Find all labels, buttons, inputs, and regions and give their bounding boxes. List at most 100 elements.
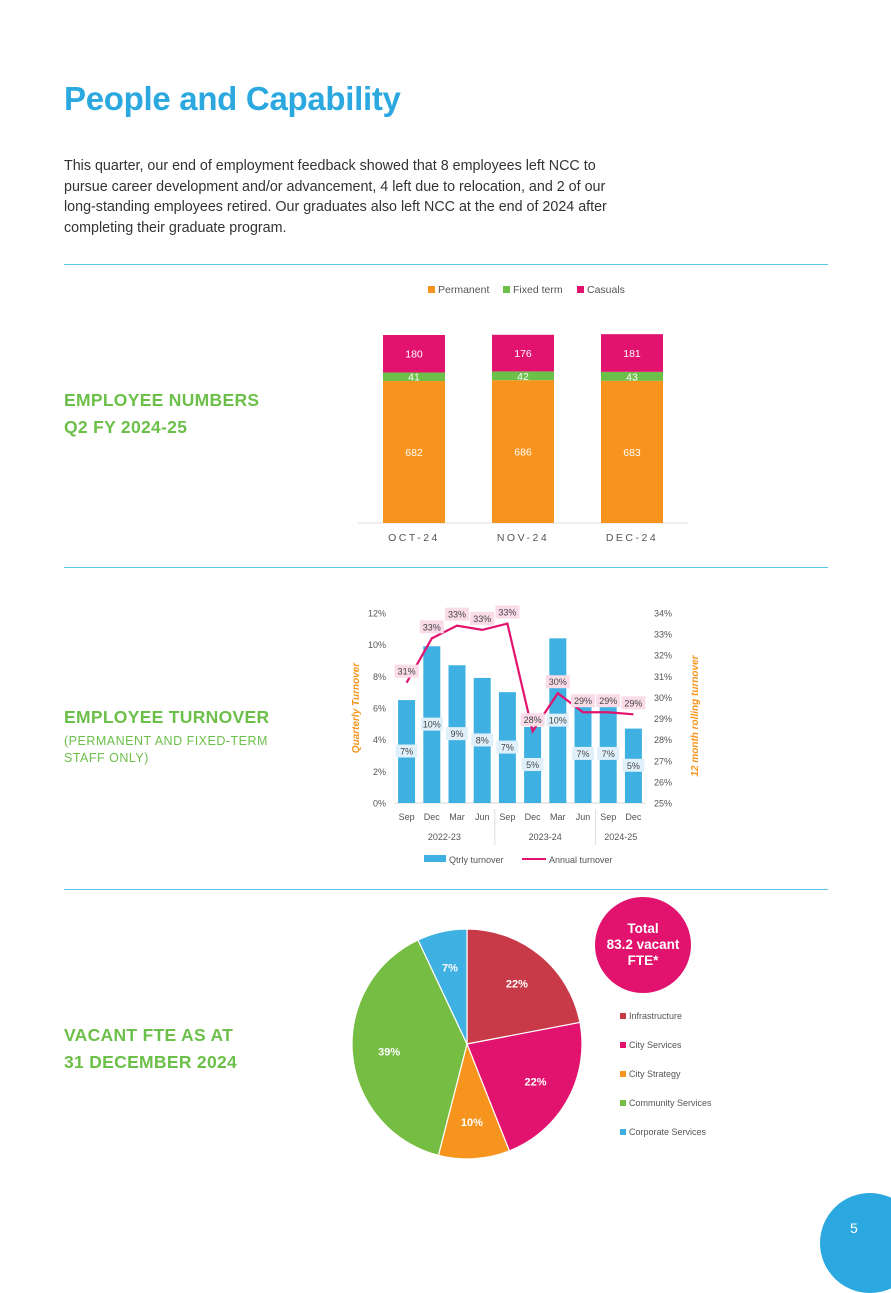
bar-segment	[601, 334, 663, 372]
bar-segment	[601, 371, 663, 381]
legend-swatch	[503, 286, 510, 293]
legend-swatch	[620, 1071, 626, 1077]
total-vacant-badge: Total 83.2 vacant FTE*	[595, 897, 691, 993]
data-label-bg	[622, 758, 645, 772]
section-divider	[64, 567, 828, 568]
data-label-bg	[446, 727, 468, 741]
y-right-tick-label: 34%	[654, 609, 672, 619]
y-right-tick-label: 27%	[654, 756, 672, 766]
slice-label: 7%	[442, 963, 458, 975]
y-tick-label: 0%	[373, 799, 386, 809]
legend-swatch	[620, 1129, 626, 1135]
data-label-bg	[471, 733, 494, 747]
line-label: 33%	[473, 614, 491, 624]
x-group-label: 2022-23	[428, 832, 461, 842]
y-right-tick-label: 31%	[654, 672, 672, 682]
data-label: 41	[408, 372, 420, 384]
line-label: 31%	[398, 667, 416, 677]
page-title: People and Capability	[64, 80, 401, 117]
x-tick-label: Mar	[550, 812, 566, 822]
data-label: 683	[623, 447, 641, 459]
x-tick-label: Jun	[576, 812, 591, 822]
data-label: 5%	[627, 761, 640, 771]
vacant-fte-heading: VACANT FTE AS AT 31 DECEMBER 2024	[64, 1022, 237, 1076]
data-label: 9%	[450, 729, 463, 739]
section-divider	[64, 889, 828, 890]
line-label-bg	[470, 611, 495, 625]
line-label-bg	[621, 696, 646, 710]
line-label: 33%	[498, 608, 516, 618]
data-label-bg	[420, 717, 443, 731]
legend-label: Permanent	[438, 284, 489, 296]
data-label: 7%	[576, 749, 589, 759]
turnover-chart: 0% 2% 4% 6% 8% 10% 12% 25% 26% 27% 28% 29% 30% 31% 32%…	[351, 605, 701, 865]
section-divider	[64, 264, 828, 265]
bar-segment	[383, 335, 445, 373]
slice-label: 39%	[378, 1046, 400, 1058]
employee-numbers-chart: Permanent Fixed term Casuals 682 41 180 OCT-24…	[358, 284, 688, 544]
page-number: 5	[850, 1220, 858, 1236]
data-label: 180	[405, 349, 423, 361]
intro-paragraph: This quarter, our end of employment feed…	[64, 158, 607, 236]
employee-numbers-period: Q2 FY 2024-25	[64, 417, 188, 437]
y-axis-label: Quarterly Turnover	[351, 662, 362, 754]
x-tick-label: DEC-24	[606, 532, 658, 544]
line-label-bg	[545, 675, 570, 689]
data-label: 181	[623, 348, 641, 360]
y-right-tick-label: 26%	[654, 777, 672, 787]
slice-label: 22%	[525, 1077, 547, 1089]
legend-label: Community Services	[629, 1098, 712, 1108]
x-tick-label: OCT-24	[388, 532, 440, 544]
pie-slice	[466, 1021, 583, 1152]
data-label: 176	[514, 348, 532, 360]
data-label: 7%	[602, 749, 615, 759]
bar-segment	[383, 381, 445, 523]
legend-label: Corporate Services	[629, 1127, 707, 1137]
turnover-sub-line2: STAFF ONLY)	[64, 751, 149, 765]
line-label-bg	[571, 694, 595, 708]
page-number-badge: 5	[820, 1193, 891, 1293]
x-tick-label: Dec	[625, 812, 642, 822]
data-label: 8%	[476, 735, 489, 745]
legend-label: Casuals	[587, 284, 625, 296]
bar-segment	[492, 380, 554, 523]
turnover-subheading: (PERMANENT AND FIXED-TERM STAFF ONLY)	[64, 733, 268, 767]
y-tick-label: 2%	[373, 767, 386, 777]
x-tick-label: Sep	[499, 812, 515, 822]
slice-label: 10%	[461, 1117, 483, 1129]
legend-label: Qtrly turnover	[449, 855, 504, 865]
line-label: 33%	[423, 622, 441, 632]
annual-turnover-line	[405, 622, 634, 734]
y-right-tick-label: 32%	[654, 651, 672, 661]
legend-swatch	[577, 286, 584, 293]
y-right-tick-label: 30%	[654, 693, 672, 703]
bar-segment	[492, 371, 554, 381]
data-label: 682	[405, 447, 423, 459]
vacant-fte-title: VACANT FTE AS AT	[64, 1025, 234, 1045]
y-right-tick-label: 28%	[654, 735, 672, 745]
data-label: 10%	[423, 720, 441, 730]
vacant-fte-chart: 22% 22% 10% 39% 7% Infrastructure City Service…	[351, 928, 712, 1160]
legend-swatch	[424, 855, 446, 862]
line-label: 30%	[549, 677, 567, 687]
data-label: 7%	[400, 747, 413, 757]
line-label-bg	[445, 607, 469, 621]
data-label: 686	[514, 447, 532, 459]
y-tick-label: 8%	[373, 672, 386, 682]
x-group-label: 2024-25	[604, 832, 637, 842]
turnover-sub-line1: (PERMANENT AND FIXED-TERM	[64, 734, 268, 748]
employee-numbers-title: EMPLOYEE NUMBERS	[64, 390, 260, 410]
legend-swatch	[620, 1100, 626, 1106]
x-tick-label: Sep	[399, 812, 415, 822]
line-label: 28%	[524, 715, 542, 725]
line-label: 29%	[574, 696, 592, 706]
legend-label: Fixed term	[513, 284, 563, 296]
data-label-bg	[597, 746, 620, 760]
line-label-bg	[419, 620, 444, 634]
data-label: 10%	[549, 716, 567, 726]
total-vacant-text: Total 83.2 vacant FTE*	[606, 921, 680, 968]
bar-segment	[492, 334, 554, 372]
line-label: 29%	[599, 696, 617, 706]
x-tick-label: NOV-24	[497, 532, 549, 544]
x-tick-label: Jun	[475, 812, 490, 822]
